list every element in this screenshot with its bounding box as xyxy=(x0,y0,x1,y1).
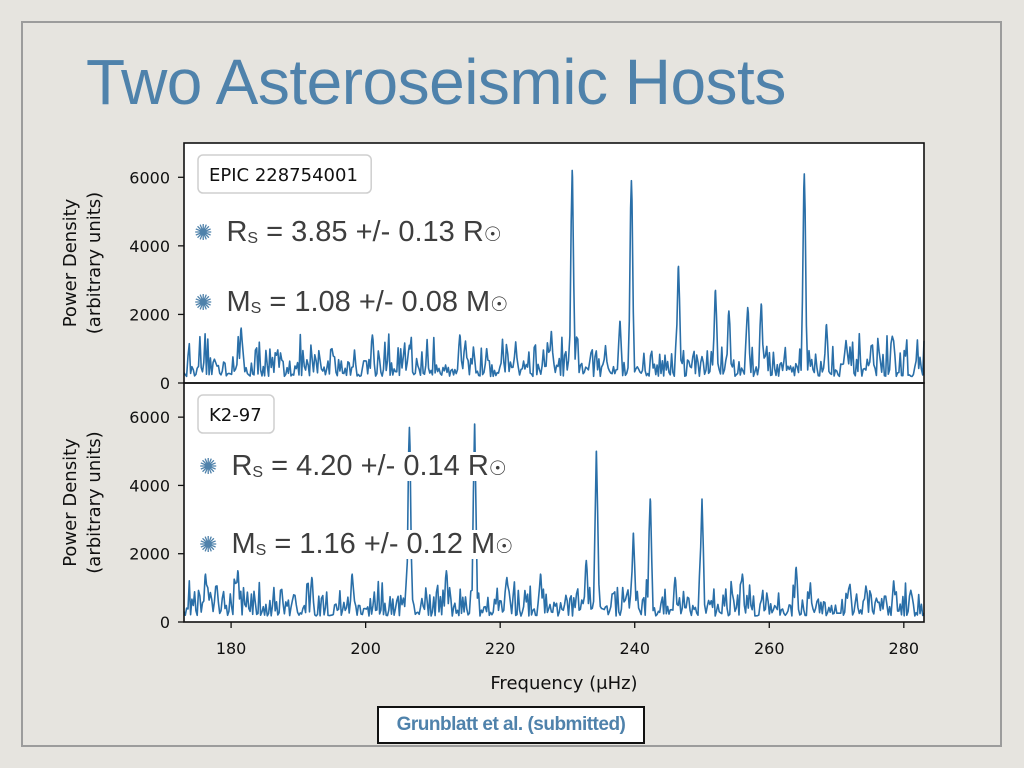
radius-text: = 4.20 +/- 0.14 R xyxy=(263,450,489,482)
radius-symbol: R xyxy=(226,216,248,248)
slide-title: Two Asteroseismic Hosts xyxy=(86,46,786,118)
x-tick-label: 240 xyxy=(619,639,650,658)
y-axis-label: (arbitrary units) xyxy=(84,431,105,573)
panel-1: 0 2000 4000 6000 Power Density (arbitrary uni… xyxy=(60,142,925,393)
mass-symbol: M xyxy=(231,528,256,560)
top-mass-annotation: ✺ MS = 1.08 +/- 0.08 M☉ xyxy=(194,286,509,318)
top-radius-annotation: ✺ RS = 3.85 +/- 0.13 R☉ xyxy=(194,218,502,247)
panel-label-box xyxy=(197,154,372,194)
radius-subscript: S xyxy=(252,464,264,481)
mass-subscript: S xyxy=(255,542,267,559)
sun-symbol: ☉ xyxy=(483,224,502,246)
y-axis-label: (arbitrary units) xyxy=(84,192,105,334)
radius-subscript: S xyxy=(247,230,259,247)
y-axis-label: Power Density xyxy=(60,438,81,567)
sun-symbol: ☉ xyxy=(488,458,507,480)
y-tick-label: 4000 xyxy=(129,476,170,495)
sun-symbol: ☉ xyxy=(490,294,509,316)
x-tick-label: 260 xyxy=(754,639,785,658)
mass-symbol: M xyxy=(226,286,251,318)
asterisk-bullet-icon: ✺ xyxy=(194,289,213,315)
y-tick-label: 2000 xyxy=(129,545,170,564)
radius-symbol: R xyxy=(231,450,253,482)
y-tick-label: 6000 xyxy=(129,408,170,427)
panel-2: 0 2000 4000 6000 180 200 220 240 260 280 Frequency… xyxy=(60,382,925,694)
y-axis-label: Power Density xyxy=(60,198,81,327)
mass-subscript: S xyxy=(250,300,262,317)
x-tick-label: 200 xyxy=(350,639,381,658)
panel-label-text: EPIC 228754001 xyxy=(209,165,358,186)
asterisk-bullet-icon: ✺ xyxy=(199,453,218,479)
panel-frame xyxy=(183,382,925,623)
bottom-mass-annotation: ✺ MS = 1.16 +/- 0.12 M☉ xyxy=(199,528,514,560)
mass-text: = 1.16 +/- 0.12 M xyxy=(266,528,496,560)
asterisk-bullet-icon: ✺ xyxy=(199,531,218,557)
spectrum-line xyxy=(183,169,925,378)
panel-label-text: K2-97 xyxy=(209,405,262,426)
x-tick-label: 280 xyxy=(889,639,920,658)
y-tick-label: 0 xyxy=(160,374,170,393)
x-tick-label: 220 xyxy=(485,639,516,658)
mass-text: = 1.08 +/- 0.08 M xyxy=(261,286,491,318)
y-tick-label: 0 xyxy=(160,613,170,632)
radius-text: = 3.85 +/- 0.13 R xyxy=(258,216,484,248)
y-tick-label: 2000 xyxy=(129,305,170,324)
x-tick-label: 180 xyxy=(216,639,247,658)
slide-frame xyxy=(21,21,1002,747)
asterisk-bullet-icon: ✺ xyxy=(194,219,213,245)
citation-box: Grunblatt et al. (submitted) xyxy=(377,706,645,744)
panel-label: K2-97 xyxy=(197,394,275,434)
panel-label-box xyxy=(197,394,275,434)
y-tick-label: 4000 xyxy=(129,237,170,256)
spectrum-line xyxy=(183,423,925,617)
x-axis-label: Frequency (μHz) xyxy=(490,673,637,694)
y-tick-label: 6000 xyxy=(129,168,170,187)
sun-symbol: ☉ xyxy=(495,536,514,558)
bottom-radius-annotation: ✺ RS = 4.20 +/- 0.14 R☉ xyxy=(199,452,507,481)
panel-label: EPIC 228754001 xyxy=(197,154,372,194)
